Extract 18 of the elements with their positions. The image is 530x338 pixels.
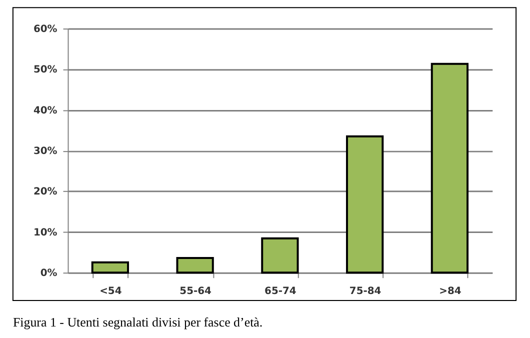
x-tick-label: 75-84 [349,286,382,298]
x-tick-label: <54 [100,286,122,298]
x-tick-label: 55-64 [180,286,212,298]
text: Figura 1 - Utenti segnalati divisi per fasce d’età. [12,314,263,330]
x-tick-label: 65-74 [264,286,296,298]
y-tick-label: 0% [40,268,58,280]
bar [91,261,130,274]
y-tick-label: 50% [33,64,58,76]
y-tick-label: 40% [33,105,58,116]
bar [430,62,469,274]
y-tick-label: 60% [33,24,58,36]
x-tick-label: >84 [439,286,462,298]
y-tick-label: 10% [33,227,58,238]
y-tick-label: 20% [33,186,58,198]
bar [261,237,299,274]
bar [176,256,214,274]
bar [346,135,384,274]
y-tick-label: 30% [33,146,58,158]
